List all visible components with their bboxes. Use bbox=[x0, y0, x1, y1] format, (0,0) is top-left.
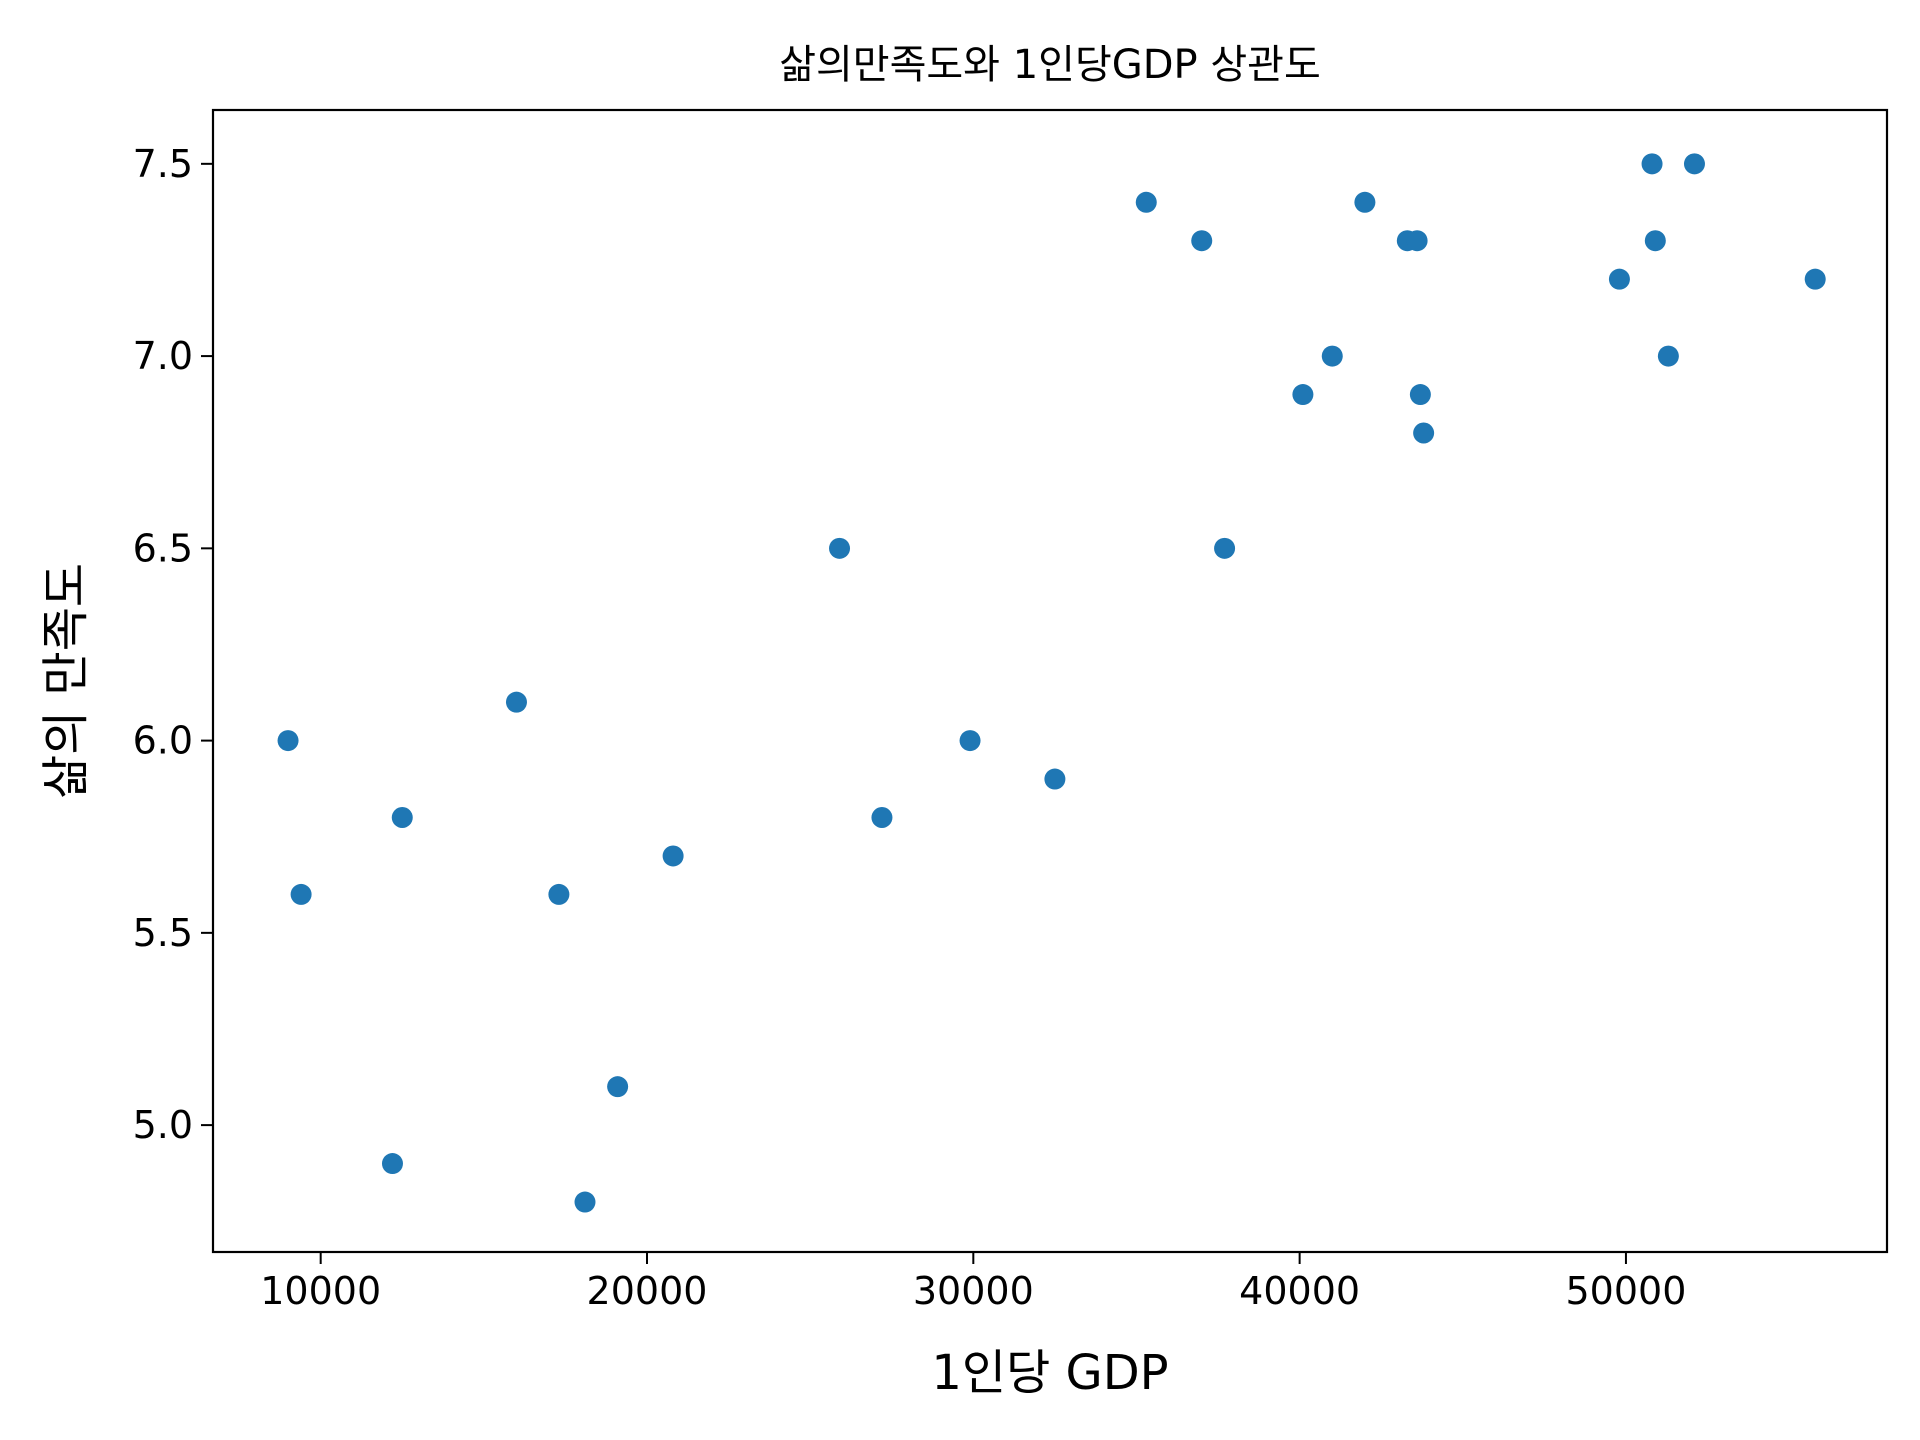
data-point bbox=[1191, 230, 1213, 252]
data-point bbox=[1354, 191, 1376, 213]
data-point bbox=[1641, 153, 1663, 175]
y-tick-label: 7.0 bbox=[133, 334, 193, 378]
x-tick-label: 20000 bbox=[587, 1269, 708, 1313]
y-tick-label: 5.0 bbox=[133, 1103, 193, 1147]
x-tick-label: 50000 bbox=[1566, 1269, 1687, 1313]
data-point bbox=[381, 1153, 403, 1175]
data-point bbox=[1044, 768, 1066, 790]
data-point bbox=[391, 807, 413, 829]
points-layer bbox=[277, 153, 1826, 1213]
y-axis-label: 삶의 만족도 bbox=[38, 563, 94, 799]
data-point bbox=[959, 730, 981, 752]
data-point bbox=[548, 883, 570, 905]
data-point bbox=[505, 691, 527, 713]
data-point bbox=[1409, 384, 1431, 406]
x-tick-label: 40000 bbox=[1239, 1269, 1360, 1313]
y-tick-label: 7.5 bbox=[133, 142, 193, 186]
plot-area-frame bbox=[211, 108, 1889, 1254]
data-point bbox=[1413, 422, 1435, 444]
x-tick-label: 10000 bbox=[260, 1269, 381, 1313]
data-point bbox=[1644, 230, 1666, 252]
data-point bbox=[871, 807, 893, 829]
y-axis: 5.0 5.5 6.0 6.5 7.0 7.5 bbox=[133, 142, 213, 1147]
data-point bbox=[1406, 230, 1428, 252]
data-point bbox=[574, 1191, 596, 1213]
y-tick-label: 6.5 bbox=[133, 526, 193, 570]
data-point bbox=[1804, 268, 1826, 290]
data-point bbox=[1683, 153, 1705, 175]
x-tick-label: 30000 bbox=[913, 1269, 1034, 1313]
data-point bbox=[607, 1076, 629, 1098]
y-tick-label: 6.0 bbox=[133, 719, 193, 763]
data-point bbox=[1292, 384, 1314, 406]
chart-title: 삶의만족도와 1인당GDP 상관도 bbox=[779, 42, 1321, 88]
x-axis-label: 1인당 GDP bbox=[931, 1345, 1168, 1401]
data-point bbox=[1657, 345, 1679, 367]
y-tick-label: 5.5 bbox=[133, 911, 193, 955]
data-point bbox=[290, 883, 312, 905]
data-point bbox=[829, 537, 851, 559]
data-point bbox=[662, 845, 684, 867]
data-point bbox=[1135, 191, 1157, 213]
data-point bbox=[1608, 268, 1630, 290]
data-point bbox=[1214, 537, 1236, 559]
data-point bbox=[277, 730, 299, 752]
x-axis: 10000 20000 30000 40000 50000 bbox=[260, 1252, 1686, 1313]
data-point bbox=[1321, 345, 1343, 367]
